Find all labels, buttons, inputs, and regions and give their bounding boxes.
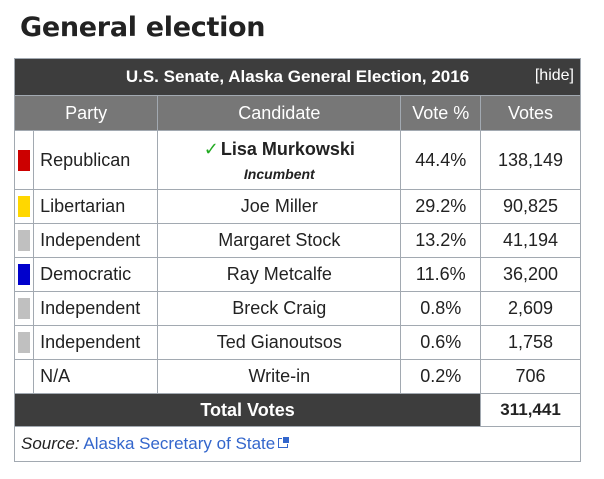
party-color-cell bbox=[13, 189, 35, 224]
candidate-cell: ✓ Lisa Murkowski Incumbent bbox=[157, 130, 402, 190]
party-color-cell bbox=[13, 325, 35, 360]
party-color-cell bbox=[13, 359, 35, 394]
party-color-cell bbox=[13, 257, 35, 292]
party-color-swatch bbox=[18, 332, 31, 354]
table-row: Independent Margaret Stock 13.2% 41,194 bbox=[13, 223, 581, 258]
header-vote-pct: Vote % bbox=[400, 95, 482, 131]
candidate-name[interactable]: Margaret Stock bbox=[157, 223, 402, 258]
header-candidate: Candidate bbox=[157, 95, 402, 131]
candidate-name[interactable]: Joe Miller bbox=[157, 189, 402, 224]
party-color-swatch bbox=[18, 264, 31, 286]
header-votes: Votes bbox=[480, 95, 581, 131]
table-title: U.S. Senate, Alaska General Election, 20… bbox=[125, 67, 470, 86]
party-color-swatch bbox=[18, 196, 31, 218]
winner-check-icon: ✓ bbox=[203, 138, 219, 159]
candidate-name[interactable]: Breck Craig bbox=[157, 291, 402, 326]
table-row: Republican ✓ Lisa Murkowski Incumbent 44.… bbox=[13, 130, 581, 190]
source-row: Source: Alaska Secretary of State bbox=[14, 426, 581, 462]
vote-pct: 44.4% bbox=[400, 130, 482, 190]
party-name: Libertarian bbox=[33, 189, 159, 224]
election-results-table: U.S. Senate, Alaska General Election, 20… bbox=[13, 58, 581, 462]
column-header-row: Party Candidate Vote % Votes bbox=[13, 95, 581, 131]
party-name: N/A bbox=[33, 359, 159, 394]
vote-count: 138,149 bbox=[480, 130, 581, 190]
party-color-cell bbox=[13, 130, 35, 190]
party-name: Republican bbox=[33, 130, 159, 190]
party-color-swatch bbox=[18, 230, 31, 252]
party-name: Independent bbox=[33, 223, 159, 258]
vote-pct: 0.8% bbox=[400, 291, 482, 326]
vote-pct: 0.6% bbox=[400, 325, 482, 360]
results-body: Republican ✓ Lisa Murkowski Incumbent 44.… bbox=[13, 130, 581, 462]
party-name: Democratic bbox=[33, 257, 159, 292]
table-row: N/A Write-in 0.2% 706 bbox=[13, 359, 581, 394]
source-link[interactable]: Alaska Secretary of State bbox=[83, 434, 276, 453]
vote-count: 36,200 bbox=[480, 257, 581, 292]
party-color-swatch bbox=[18, 366, 31, 388]
hide-toggle-link[interactable]: [hide] bbox=[534, 67, 574, 84]
vote-count: 41,194 bbox=[480, 223, 581, 258]
total-value: 311,441 bbox=[480, 393, 581, 427]
total-row: Total Votes 311,441 bbox=[13, 393, 581, 427]
vote-count: 2,609 bbox=[480, 291, 581, 326]
party-color-cell bbox=[13, 223, 35, 258]
party-color-swatch bbox=[18, 149, 31, 171]
source-cell: Source: Alaska Secretary of State bbox=[14, 426, 581, 462]
candidate-name[interactable]: Ted Gianoutsos bbox=[157, 325, 402, 360]
candidate-name: Write-in bbox=[157, 359, 402, 394]
vote-pct: 13.2% bbox=[400, 223, 482, 258]
table-title-cell: U.S. Senate, Alaska General Election, 20… bbox=[14, 58, 581, 96]
candidate-name[interactable]: Ray Metcalfe bbox=[157, 257, 402, 292]
header-party: Party bbox=[13, 95, 159, 131]
table-row: Independent Ted Gianoutsos 0.6% 1,758 bbox=[13, 325, 581, 360]
incumbent-note: Incumbent bbox=[243, 165, 315, 182]
vote-pct: 11.6% bbox=[400, 257, 482, 292]
party-name: Independent bbox=[33, 325, 159, 360]
table-row: Independent Breck Craig 0.8% 2,609 bbox=[13, 291, 581, 326]
vote-count: 706 bbox=[480, 359, 581, 394]
table-title-row: U.S. Senate, Alaska General Election, 20… bbox=[14, 58, 581, 96]
vote-count: 1,758 bbox=[480, 325, 581, 360]
source-label: Source: bbox=[21, 434, 80, 453]
vote-count: 90,825 bbox=[480, 189, 581, 224]
external-link-icon bbox=[278, 436, 291, 448]
party-name: Independent bbox=[33, 291, 159, 326]
table-row: Democratic Ray Metcalfe 11.6% 36,200 bbox=[13, 257, 581, 292]
table-row: Libertarian Joe Miller 29.2% 90,825 bbox=[13, 189, 581, 224]
party-color-cell bbox=[13, 291, 35, 326]
total-label: Total Votes bbox=[13, 393, 482, 427]
vote-pct: 0.2% bbox=[400, 359, 482, 394]
page-title: General election bbox=[20, 12, 266, 43]
candidate-name[interactable]: Lisa Murkowski bbox=[220, 138, 355, 159]
party-color-swatch bbox=[18, 298, 31, 320]
vote-pct: 29.2% bbox=[400, 189, 482, 224]
